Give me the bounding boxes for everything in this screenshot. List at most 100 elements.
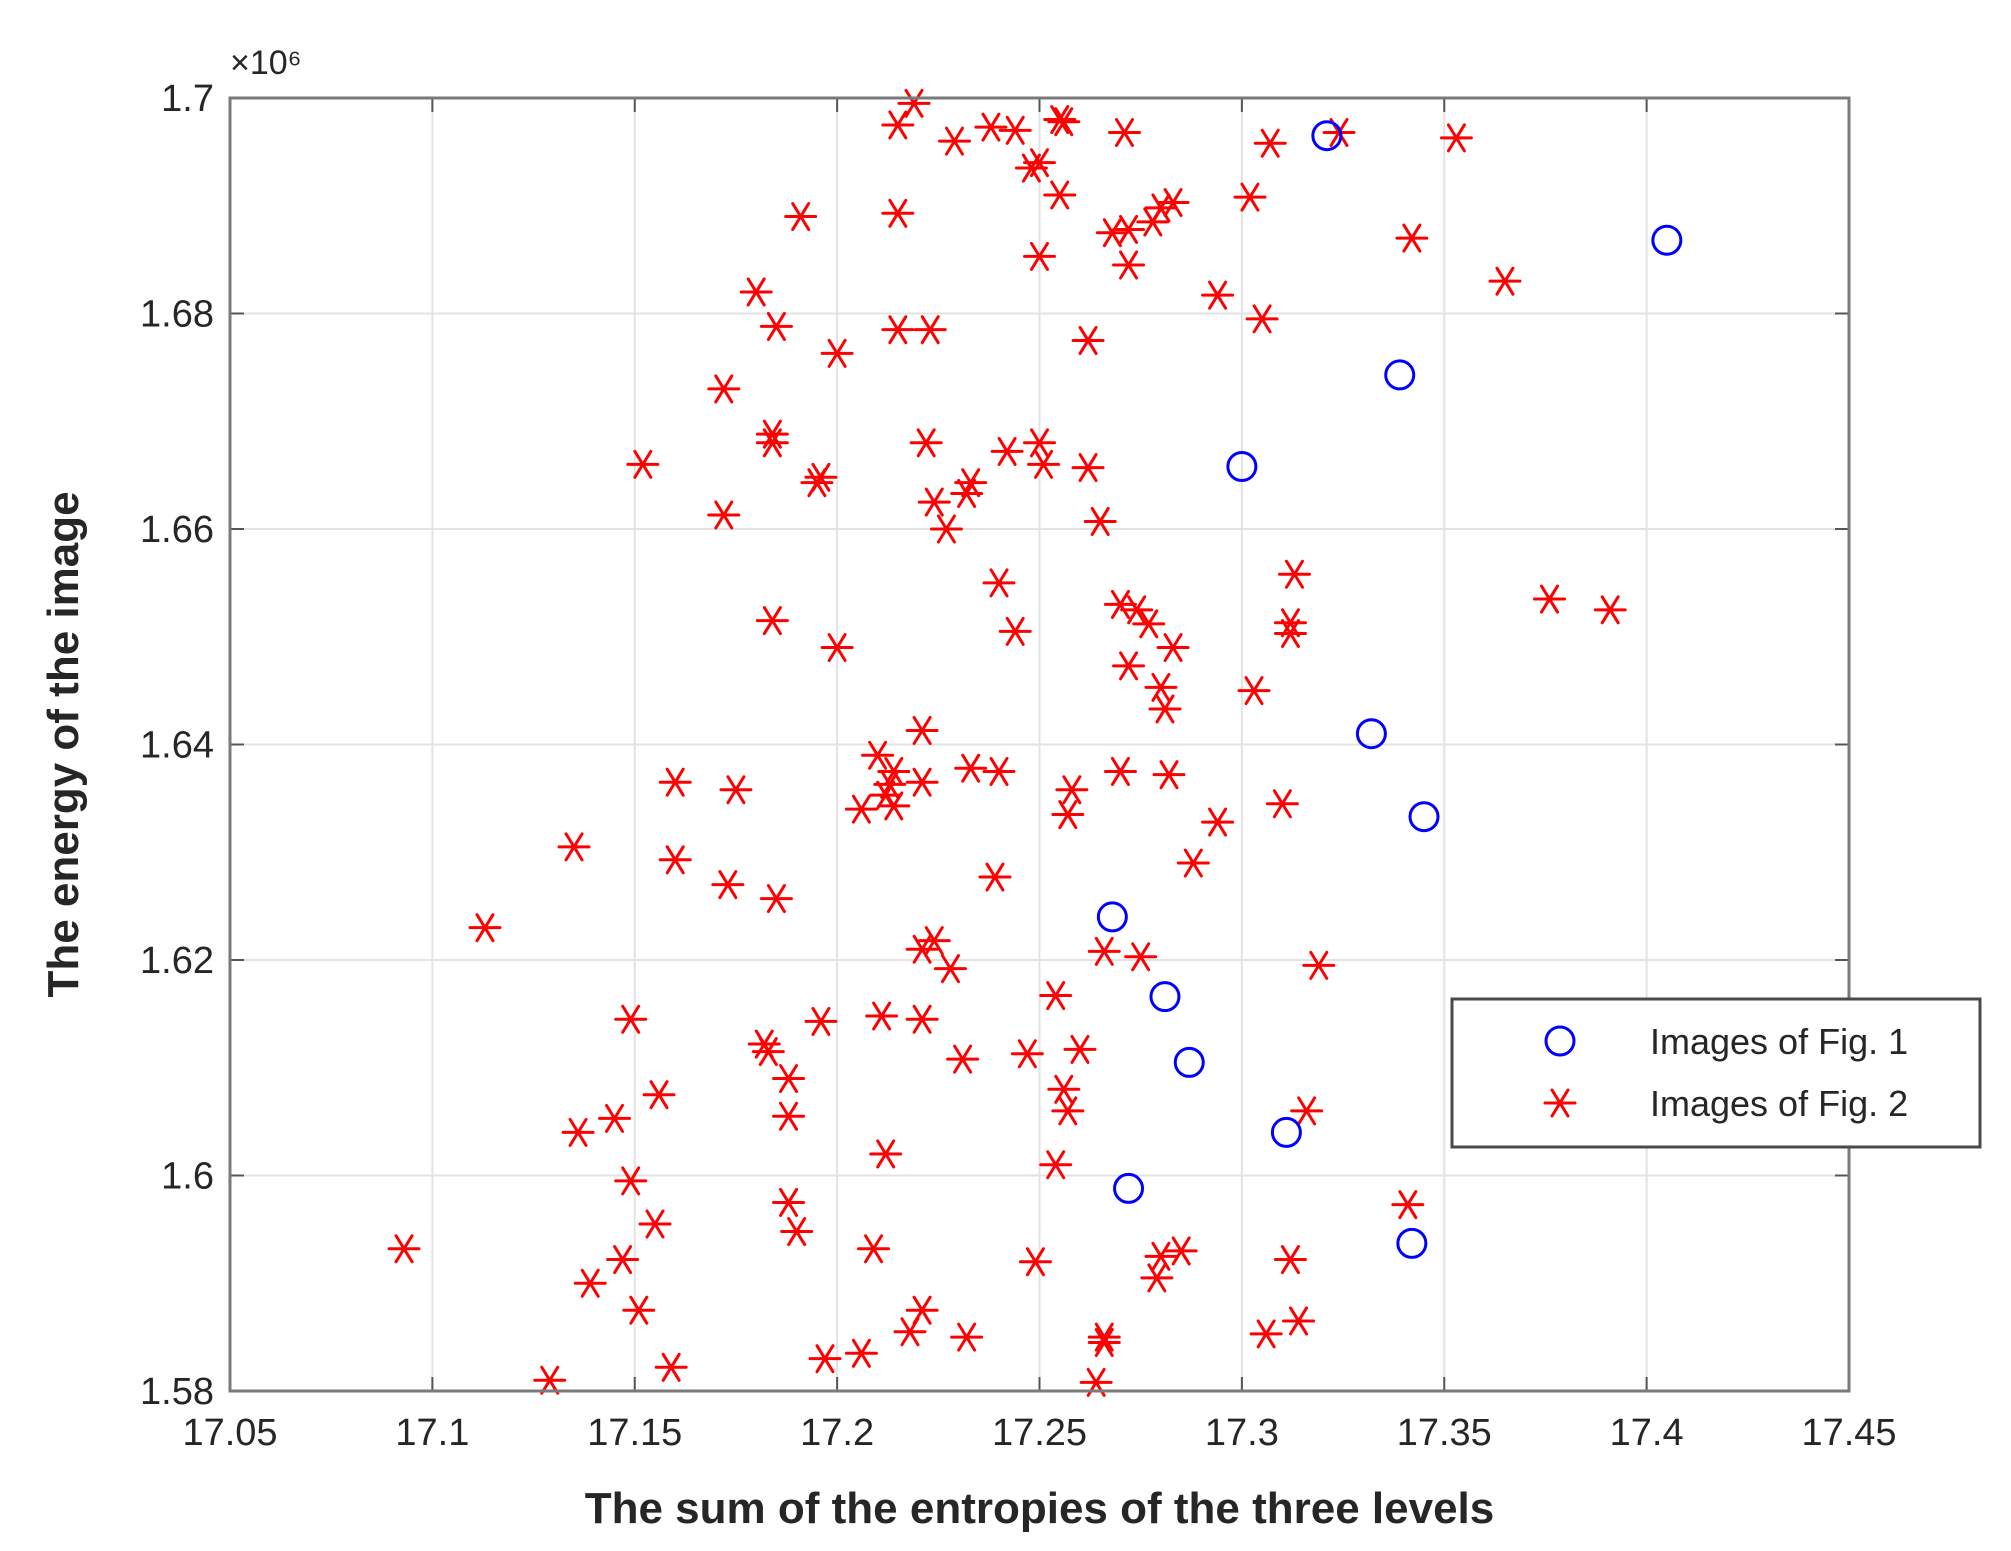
y-tick-label: 1.6 bbox=[161, 1156, 214, 1198]
fig2-point bbox=[561, 1117, 595, 1147]
fig2-point bbox=[804, 1006, 838, 1036]
fig2-point bbox=[1265, 789, 1299, 819]
x-tick-label: 17.05 bbox=[182, 1412, 277, 1454]
fig2-point bbox=[881, 110, 915, 140]
fig2-point bbox=[1047, 107, 1081, 137]
y-tick-label: 1.7 bbox=[161, 78, 214, 120]
fig2-point bbox=[772, 1187, 806, 1217]
fig2-point bbox=[1156, 188, 1190, 218]
fig1-point bbox=[1270, 1116, 1302, 1148]
x-tick-label: 17.15 bbox=[587, 1412, 682, 1454]
fig2-point bbox=[1103, 756, 1137, 786]
fig2-point bbox=[1087, 1322, 1121, 1352]
fig2-point bbox=[557, 832, 591, 862]
fig2-point bbox=[990, 436, 1024, 466]
fig2-point bbox=[1164, 1236, 1198, 1266]
fig2-point bbox=[933, 954, 967, 984]
y-tick-label: 1.66 bbox=[140, 509, 214, 551]
fig2-point bbox=[974, 112, 1008, 142]
fig2-point bbox=[707, 500, 741, 530]
fig2-point bbox=[1103, 589, 1137, 619]
x-tick-label: 17.2 bbox=[800, 1412, 874, 1454]
fig2-point bbox=[881, 315, 915, 345]
fig2-point bbox=[897, 88, 931, 118]
fig1-point bbox=[1226, 451, 1258, 483]
fig2-point bbox=[1071, 325, 1105, 355]
fig2-point bbox=[820, 633, 854, 663]
fig2-point bbox=[780, 1217, 814, 1247]
fig2-point bbox=[573, 1268, 607, 1298]
fig2-point bbox=[998, 616, 1032, 646]
fig2-point bbox=[844, 1338, 878, 1368]
fig2-point bbox=[658, 845, 692, 875]
fig2-point bbox=[1273, 1245, 1307, 1275]
fig2-point bbox=[950, 1322, 984, 1352]
fig2-point bbox=[755, 428, 789, 458]
fig2-point bbox=[938, 126, 972, 156]
fig2-point bbox=[772, 1101, 806, 1131]
y-tick-label: 1.62 bbox=[140, 940, 214, 982]
y-axis-exponent: ×10⁶ bbox=[230, 44, 302, 82]
legend-box bbox=[1450, 997, 1982, 1149]
fig2-point bbox=[1043, 180, 1077, 210]
fig2-point bbox=[998, 115, 1032, 145]
fig2-point bbox=[1107, 117, 1141, 147]
fig2-point bbox=[1043, 105, 1077, 135]
fig2-point bbox=[909, 428, 943, 458]
fig1-point bbox=[1311, 120, 1343, 152]
fig2-point bbox=[772, 1064, 806, 1094]
fig2-point bbox=[614, 1004, 648, 1034]
fig2-point bbox=[869, 1139, 903, 1169]
x-axis-ticks: 17.05 17.1 17.15 17.2 17.25 17.3 17.35 17.4 17.4… bbox=[182, 98, 1897, 1454]
fig2-point bbox=[1593, 595, 1627, 625]
fig2-point bbox=[1112, 214, 1146, 244]
fig1-point bbox=[1408, 801, 1440, 833]
fig2-point bbox=[844, 794, 878, 824]
fig2-point bbox=[622, 1295, 656, 1325]
fig1-point bbox=[1149, 981, 1181, 1013]
fig2-point bbox=[1176, 848, 1210, 878]
fig2-point bbox=[751, 1037, 785, 1067]
fig2-point bbox=[929, 514, 963, 544]
fig2-point bbox=[1290, 1096, 1324, 1126]
fig2-point bbox=[946, 1044, 980, 1074]
x-tick-label: 17.1 bbox=[395, 1412, 469, 1454]
fig2-point bbox=[1201, 280, 1235, 310]
fig2-point bbox=[905, 934, 939, 964]
fig2-point bbox=[1087, 936, 1121, 966]
x-tick-label: 17.3 bbox=[1205, 1412, 1279, 1454]
fig2-point bbox=[1051, 800, 1085, 830]
fig2-point bbox=[1063, 1034, 1097, 1064]
fig2-point bbox=[800, 468, 834, 498]
fig2-point bbox=[905, 715, 939, 745]
x-tick-label: 17.45 bbox=[1801, 1412, 1896, 1454]
fig2-point bbox=[642, 1080, 676, 1110]
fig2-point bbox=[982, 756, 1016, 786]
fig2-point bbox=[606, 1245, 640, 1275]
fig2-point bbox=[755, 606, 789, 636]
fig2-point bbox=[1532, 584, 1566, 614]
fig2-point bbox=[917, 487, 951, 517]
fig2-point bbox=[1201, 807, 1235, 837]
fig2-point bbox=[857, 1234, 891, 1264]
fig2-point bbox=[1027, 449, 1061, 479]
fig2-point bbox=[954, 753, 988, 783]
fig2-point bbox=[1023, 148, 1056, 178]
y-axis-ticks: 1.58 1.6 1.62 1.64 1.66 1.68 1.7 bbox=[140, 78, 1849, 1413]
fig2-point bbox=[1140, 1263, 1174, 1293]
fig2-point bbox=[598, 1103, 632, 1133]
x-tick-label: 17.35 bbox=[1397, 1412, 1492, 1454]
fig2-point bbox=[1039, 1150, 1073, 1180]
fig2-point bbox=[1055, 775, 1089, 805]
fig2-point bbox=[1095, 218, 1129, 248]
fig2-point bbox=[1391, 1190, 1425, 1220]
fig2-point bbox=[877, 791, 911, 821]
fig2-point bbox=[865, 1001, 899, 1031]
fig2-point bbox=[387, 1234, 421, 1264]
fig2-point bbox=[1439, 123, 1473, 153]
fig1-point bbox=[1355, 718, 1387, 750]
fig1-point bbox=[1384, 359, 1416, 391]
fig2-point bbox=[711, 870, 745, 900]
legend-star-marker bbox=[1543, 1088, 1577, 1118]
